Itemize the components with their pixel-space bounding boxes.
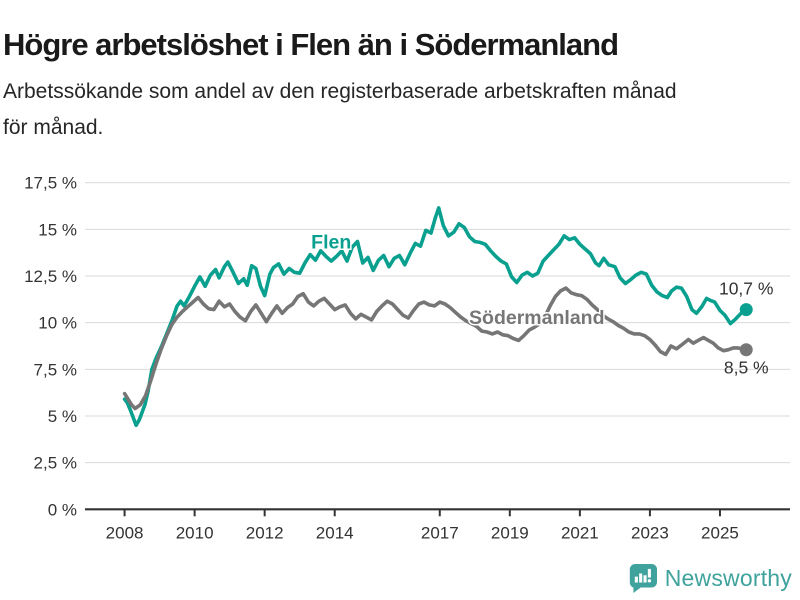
x-tick-label: 2014	[316, 523, 354, 542]
logo-bar-2	[638, 573, 642, 583]
x-tick-label: 2012	[246, 523, 284, 542]
subtitle-line-1: Arbetssökande som andel av den registerb…	[3, 80, 677, 103]
y-tick-label: 17,5 %	[24, 174, 77, 193]
series-line-1	[122, 286, 748, 411]
y-tick-label: 10 %	[38, 314, 77, 333]
page-title: Högre arbetslöshet i Flen än i Södermanl…	[3, 26, 619, 62]
newsworthy-wordmark: Newsworthy	[664, 564, 792, 591]
logo-bar-3	[643, 575, 647, 583]
x-tick-label: 2025	[701, 523, 739, 542]
logo-bar-1	[634, 576, 638, 583]
series-end-dot-0	[739, 303, 753, 317]
y-tick-label: 15 %	[38, 220, 77, 239]
y-tick-label: 2,5 %	[34, 454, 77, 473]
y-tick-label: 12,5 %	[24, 267, 77, 286]
series-label-0: Flen	[311, 231, 351, 253]
y-tick-label: 0 %	[48, 500, 77, 519]
newsworthy-logo: Newsworthy	[628, 563, 792, 593]
logo-exclamation-stem	[647, 568, 651, 578]
x-tick-label: 2023	[631, 523, 669, 542]
logo-exclamation-dot	[647, 579, 651, 583]
series-end-value-label-0: 10,7 %	[719, 279, 773, 299]
y-tick-label: 5 %	[48, 407, 77, 426]
subtitle-line-2: för månad.	[3, 116, 104, 140]
x-tick-label: 2021	[561, 523, 599, 542]
newsworthy-logo-icon	[629, 563, 657, 593]
series-label-1: Södermanland	[469, 307, 604, 329]
series-end-dot-1	[739, 343, 753, 357]
series-line-0	[122, 206, 748, 428]
y-tick-label: 7,5 %	[34, 360, 77, 379]
series-end-value-label-1: 8,5 %	[724, 358, 769, 378]
x-tick-label: 2008	[106, 523, 144, 542]
chart-subtitle: Arbetssökande som andel av den registerb…	[3, 74, 797, 146]
x-tick-label: 2019	[491, 523, 529, 542]
x-tick-label: 2010	[176, 523, 214, 542]
x-tick-label: 2017	[421, 523, 459, 542]
